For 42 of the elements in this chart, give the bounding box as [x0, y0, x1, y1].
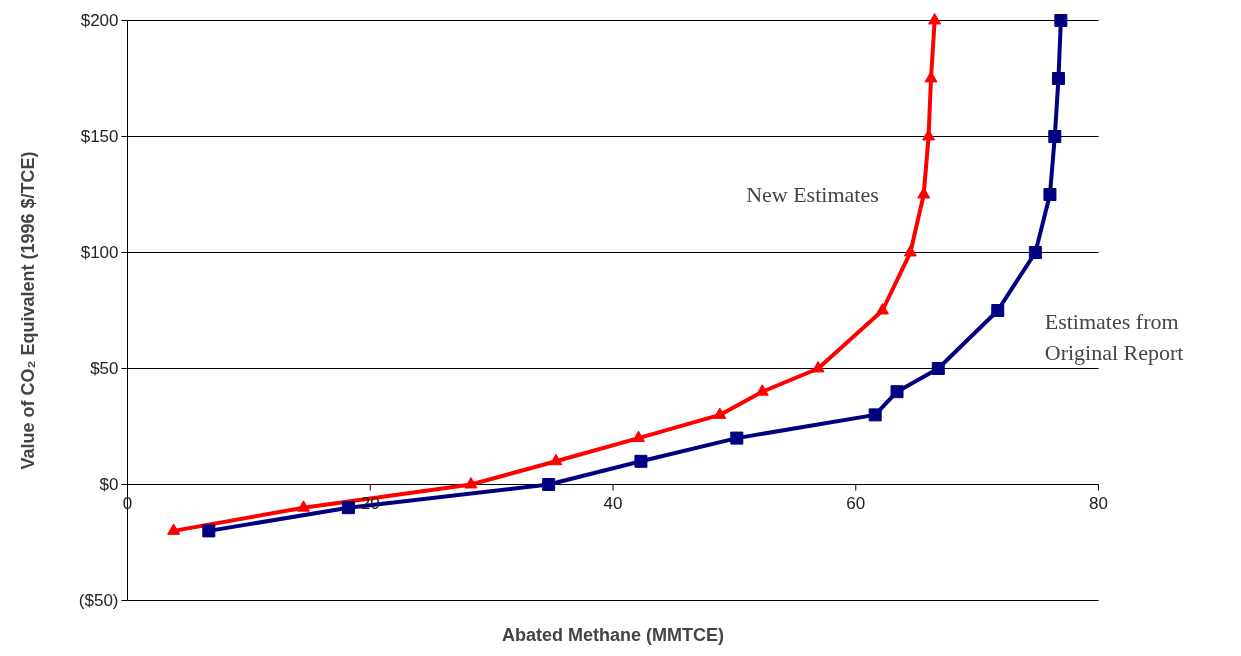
point: [928, 13, 942, 25]
point: [1051, 72, 1065, 85]
point: [924, 71, 938, 83]
x-tick-label: 20: [360, 493, 380, 513]
y-tick-label: $0: [99, 475, 119, 494]
point: [1028, 246, 1042, 259]
point: [1043, 188, 1057, 201]
y-tick-label: $200: [80, 11, 119, 30]
point: [542, 478, 556, 491]
y-axis-title: Value of CO₂ Equivalent (1996 $/TCE): [17, 151, 38, 470]
point: [1048, 130, 1062, 143]
point: [1054, 14, 1068, 27]
point: [931, 362, 945, 375]
x-tick-label: 60: [846, 493, 866, 513]
point: [631, 430, 645, 443]
point: [903, 245, 917, 257]
point: [755, 384, 769, 396]
point: [464, 477, 478, 489]
point: [713, 407, 727, 419]
point: [991, 304, 1005, 317]
x-tick-label: 40: [603, 493, 623, 513]
point: [634, 454, 648, 468]
point: [341, 501, 355, 515]
point: [730, 431, 744, 445]
x-axis-title: Abated Methane (MMTCE): [502, 624, 724, 645]
point: [917, 187, 931, 199]
point: [167, 523, 181, 535]
point: [890, 385, 904, 399]
point: [922, 129, 936, 141]
point: [868, 408, 882, 422]
point: [296, 500, 310, 512]
point: [811, 361, 825, 373]
y-tick-label: $100: [80, 243, 119, 262]
series-label: Estimates from Original Report: [1044, 308, 1184, 365]
y-tick-label: $50: [90, 359, 119, 378]
y-tick-label: ($50): [78, 591, 119, 610]
point: [549, 453, 563, 466]
point: [875, 303, 889, 315]
x-tick-label: 80: [1089, 493, 1108, 513]
point: [202, 524, 216, 538]
series-label: New Estimates: [746, 182, 879, 207]
y-tick-label: $150: [80, 127, 119, 146]
